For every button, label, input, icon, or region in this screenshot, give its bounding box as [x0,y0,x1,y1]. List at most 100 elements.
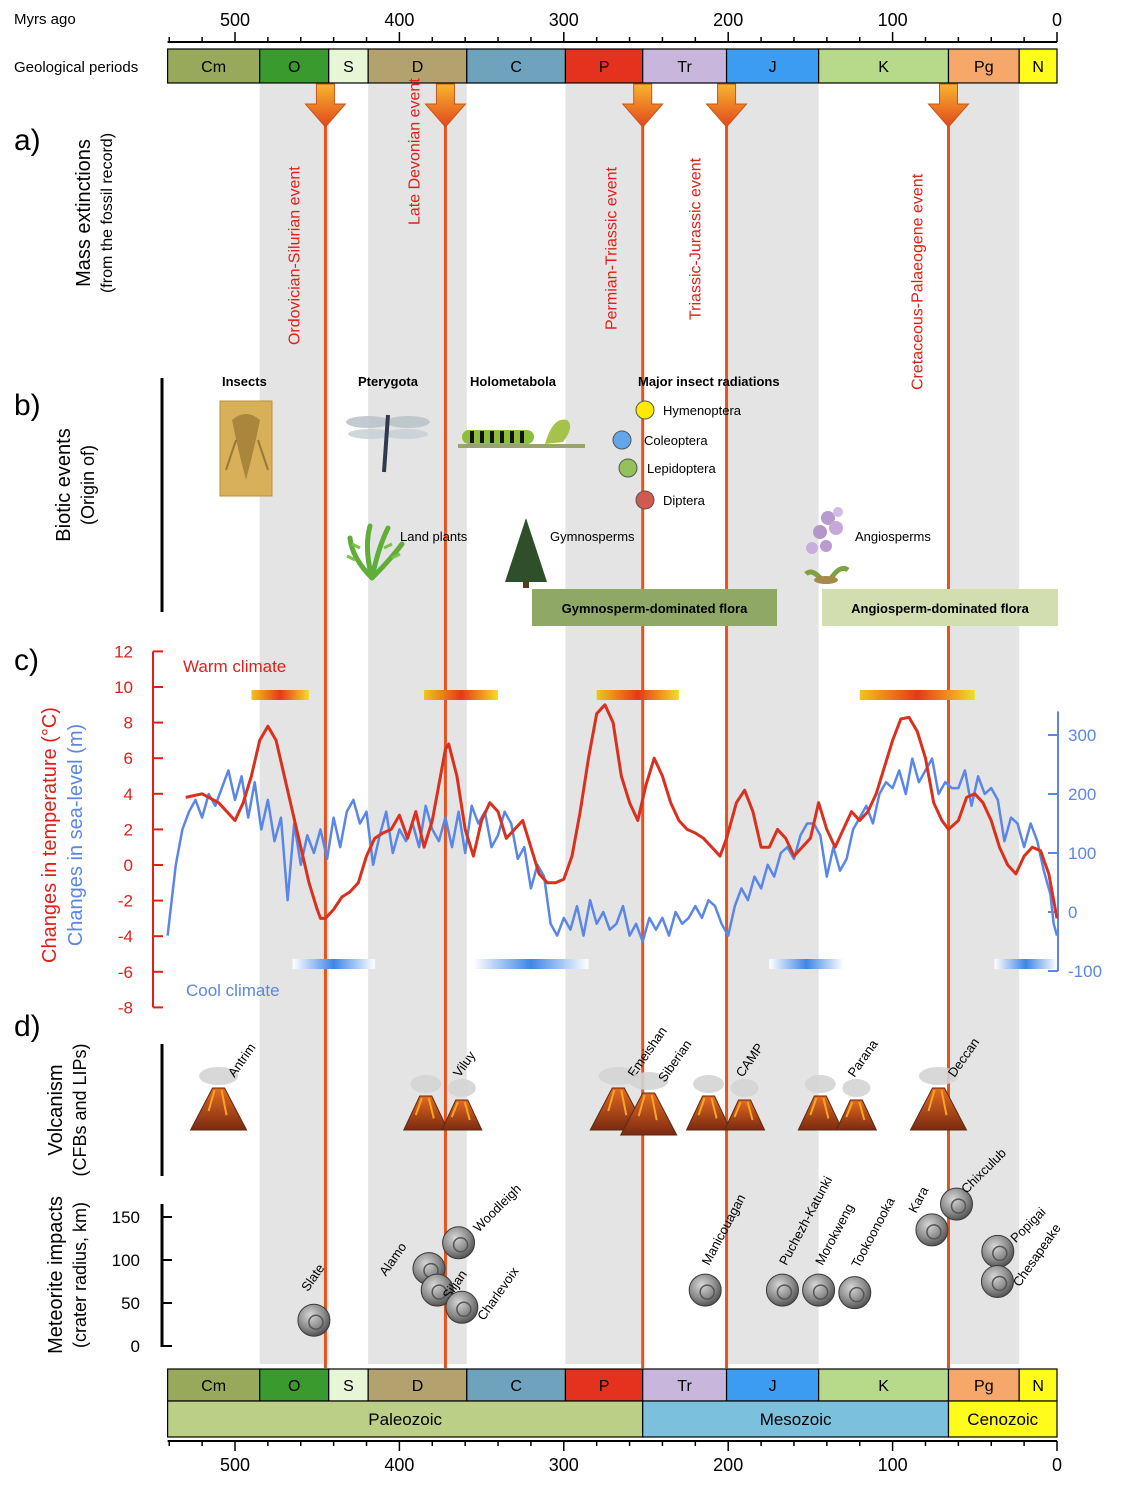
temp-tick-label: -8 [118,998,133,1017]
bottom-period-label: Cm [201,1378,226,1395]
crater-body [445,1290,479,1324]
volcano-icon [835,1079,878,1131]
bottom-period-k [818,1368,950,1402]
flora-label: Gymnosperm-dominated flora [562,601,748,616]
bottom-tick-label: 300 [549,1455,579,1475]
crater-icon [445,1290,479,1324]
top-tick-label: 500 [220,10,250,30]
top-period-label: O [288,59,300,76]
impacts-tick-label: 0 [131,1337,140,1356]
angiosperms-label: Angiosperms [855,529,931,544]
smoke-cloud [447,1079,476,1097]
radiation-dot [618,458,638,478]
volcano-cone [723,1099,766,1131]
crater-body [442,1226,476,1260]
volcanism-title-group: Volcanism (CFBs and LIPs) [45,1043,90,1176]
section-a-title-group: Mass extinctions (from the fossil record… [73,133,116,293]
top-period-label: C [510,59,522,76]
top-period-label: Tr [677,59,692,76]
top-period-tr [642,48,728,84]
top-tick-label: 100 [878,10,908,30]
crater-icon [981,1234,1015,1268]
crater-body [297,1303,331,1337]
volcano-cone [403,1095,449,1131]
radiation-dot [612,430,632,450]
volcano-icon [797,1075,844,1131]
warm-climate-label: Warm climate [183,657,286,676]
top-period-label: S [343,59,354,76]
climate-chart: 12 10 8 6 4 2 0 -2 -4 -6 -8 Changes in temperature … [39,642,1102,1017]
top-period-label: N [1032,59,1044,76]
sea-tick-label: -100 [1068,962,1102,981]
top-tick-label: 300 [549,10,579,30]
volcano-icon [909,1067,968,1131]
top-period-label: Pg [974,59,994,76]
flora-box [532,589,777,626]
top-period-n [1018,48,1058,84]
bottom-period-label: K [878,1378,889,1395]
crater-body [838,1276,872,1310]
section-a-title: Mass extinctions [73,139,95,287]
crater-label: Tookoonooka [848,1194,898,1270]
lava-flow [697,1097,718,1119]
top-period-pg [947,48,1020,84]
period-band-pg [948,84,1020,1364]
temp-tick-label: -4 [118,927,133,946]
impacts-subtitle: (crater radius, km) [70,1202,90,1348]
lava-flow [733,1101,754,1121]
section-d-letter: d) [14,1010,41,1043]
crater-body [981,1234,1015,1268]
bottom-period-label: Tr [677,1378,692,1395]
lava-flow [414,1097,435,1119]
bottom-period-n [1018,1368,1058,1402]
crater-body [765,1273,799,1307]
volcano-icon [685,1075,732,1131]
smoke-cloud [804,1075,836,1093]
myrs-ago-label: Myrs ago [14,11,76,28]
volcanism-subtitle: (CFBs and LIPs) [70,1043,90,1176]
sea-tick-label: 200 [1068,785,1096,804]
crater-icon [980,1265,1014,1298]
lava-flow [637,1094,658,1121]
smoke-cloud [410,1075,442,1093]
top-period-j [725,48,820,84]
angiosperm-flower-image [804,507,850,584]
sea-tick-label: 300 [1068,726,1096,745]
sea-axis-title: Changes in sea-level (m) [65,724,87,946]
volcano-icon [723,1079,766,1131]
smoke-cloud [730,1079,759,1097]
crater-icon [915,1213,949,1247]
crater-icon [939,1187,973,1221]
section-b-subtitle: (Origin of) [78,445,98,525]
warm-period-bar [424,690,499,700]
gymnosperms-label: Gymnosperms [550,529,635,544]
crater-icon [688,1273,722,1307]
crater-rim [812,1284,829,1300]
extinction-arrow-icon [621,83,664,128]
era-paleozoic [166,1400,644,1438]
impacts-tick-label: 50 [121,1294,140,1313]
bottom-period-label: J [769,1378,777,1395]
volcano-icon [189,1067,248,1131]
crater-body [915,1213,949,1247]
bottom-period-d [367,1368,468,1402]
smoke-cloud [598,1067,638,1085]
impacts-title-group: Meteorite impacts (crater radius, km) [45,1196,90,1354]
crater-rim [776,1284,793,1300]
smoke-cloud [693,1075,724,1093]
temp-tick-label: 0 [124,856,133,875]
cool-climate-label: Cool climate [186,981,280,1000]
fern-image [346,523,405,581]
impacts-tick-label: 150 [112,1208,140,1227]
temp-axis-title: Changes in temperature (°C) [39,707,61,963]
bottom-period-label: P [599,1378,610,1395]
lava-flow [450,1101,471,1121]
era-label: Mesozoic [760,1410,832,1429]
period-band-d [368,84,467,1364]
crater-rim [431,1284,447,1300]
volcano-icon [403,1075,449,1131]
bottom-period-label: Pg [974,1378,994,1395]
crater-rim [992,1245,1008,1262]
periods-bar-top: Cm O S D C P Tr J K Pg N [166,48,1058,84]
top-tick-label: 400 [384,10,414,30]
